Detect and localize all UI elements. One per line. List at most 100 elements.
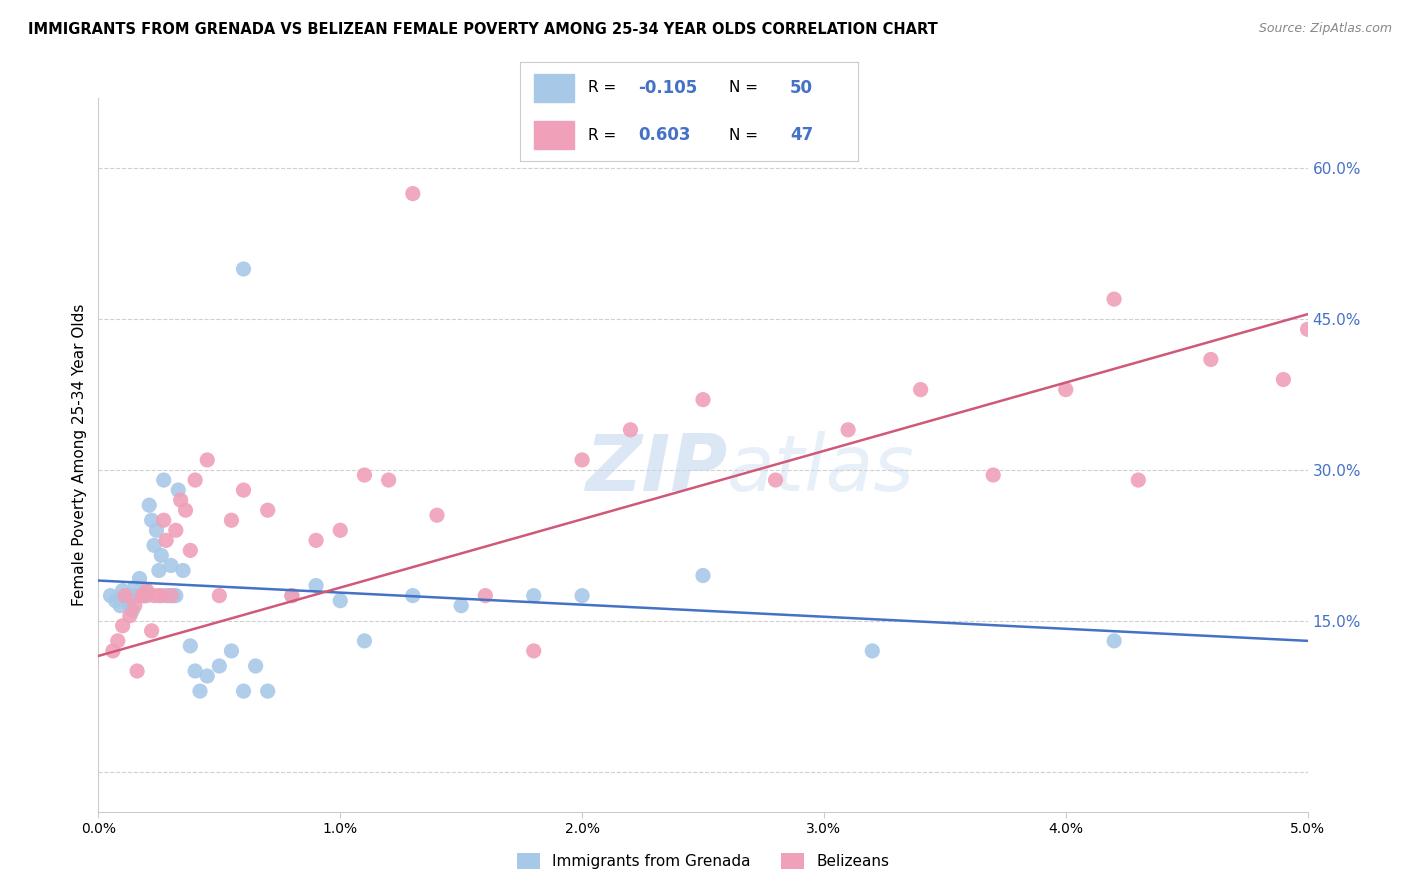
Point [305, 533, 328, 548]
Text: R =: R = [588, 80, 621, 95]
Y-axis label: Female Poverty Among 25-34 Year Olds: Female Poverty Among 25-34 Year Olds [72, 304, 87, 606]
Point [692, 568, 714, 582]
Point [114, 589, 136, 603]
Point [111, 583, 134, 598]
Point [377, 473, 399, 487]
Point [221, 644, 243, 658]
Point [145, 524, 167, 538]
Point [100, 589, 122, 603]
Point [135, 585, 157, 599]
Point [692, 392, 714, 407]
Point [281, 589, 304, 603]
Point [910, 383, 932, 397]
Point [1199, 352, 1222, 367]
Point [169, 493, 191, 508]
Text: N =: N = [730, 80, 763, 95]
Point [450, 599, 472, 613]
Point [329, 524, 352, 538]
Point [571, 453, 593, 467]
Point [281, 589, 304, 603]
Point [131, 589, 153, 603]
Point [131, 589, 153, 603]
Text: Source: ZipAtlas.com: Source: ZipAtlas.com [1258, 22, 1392, 36]
Point [232, 483, 254, 497]
Point [402, 589, 425, 603]
Text: 0.603: 0.603 [638, 126, 690, 144]
Point [101, 644, 124, 658]
Point [127, 664, 149, 678]
Text: -0.105: -0.105 [638, 79, 697, 97]
Point [1128, 473, 1150, 487]
Point [150, 549, 173, 563]
Point [152, 513, 174, 527]
Point [232, 262, 254, 277]
Point [162, 589, 184, 603]
Point [143, 589, 166, 603]
Point [837, 423, 859, 437]
Point [124, 589, 146, 603]
Point [174, 503, 197, 517]
Point [160, 589, 183, 603]
Point [148, 564, 170, 578]
Text: R =: R = [588, 128, 626, 143]
Point [155, 589, 177, 603]
Point [135, 589, 157, 603]
Point [172, 564, 194, 578]
Point [141, 513, 163, 527]
Point [426, 508, 449, 523]
Point [329, 593, 352, 607]
Point [108, 599, 131, 613]
Point [111, 619, 134, 633]
Point [148, 589, 170, 603]
Point [157, 589, 180, 603]
Point [134, 589, 156, 603]
Legend: Immigrants from Grenada, Belizeans: Immigrants from Grenada, Belizeans [510, 847, 896, 875]
Point [184, 664, 207, 678]
Point [179, 639, 201, 653]
Point [179, 543, 201, 558]
Point [188, 684, 211, 698]
Point [523, 644, 546, 658]
Point [141, 624, 163, 638]
Text: N =: N = [730, 128, 763, 143]
Point [353, 468, 375, 483]
Point [117, 596, 139, 610]
Point [152, 473, 174, 487]
Point [184, 473, 207, 487]
Point [195, 453, 218, 467]
Point [1054, 383, 1077, 397]
Point [195, 669, 218, 683]
Point [1102, 292, 1125, 306]
Text: ZIP: ZIP [585, 431, 727, 508]
Point [256, 684, 278, 698]
Point [165, 524, 187, 538]
Text: 50: 50 [790, 79, 813, 97]
Point [127, 589, 149, 603]
Point [402, 186, 425, 201]
Point [221, 513, 243, 527]
Point [138, 498, 160, 512]
Point [208, 589, 231, 603]
Point [981, 468, 1004, 483]
Point [160, 558, 183, 573]
Point [245, 659, 267, 673]
Point [118, 608, 141, 623]
Text: atlas: atlas [727, 431, 915, 508]
Point [135, 583, 157, 598]
Point [104, 593, 127, 607]
Point [167, 483, 190, 497]
Point [1296, 322, 1319, 336]
Point [165, 589, 187, 603]
Point [155, 533, 177, 548]
Text: IMMIGRANTS FROM GRENADA VS BELIZEAN FEMALE POVERTY AMONG 25-34 YEAR OLDS CORRELA: IMMIGRANTS FROM GRENADA VS BELIZEAN FEMA… [28, 22, 938, 37]
Point [571, 589, 593, 603]
Point [124, 581, 146, 595]
Point [1272, 372, 1295, 386]
Point [474, 589, 496, 603]
Point [353, 633, 375, 648]
Text: 47: 47 [790, 126, 814, 144]
FancyBboxPatch shape [534, 121, 574, 149]
Point [1102, 633, 1125, 648]
Point [134, 589, 156, 603]
Point [305, 578, 328, 592]
